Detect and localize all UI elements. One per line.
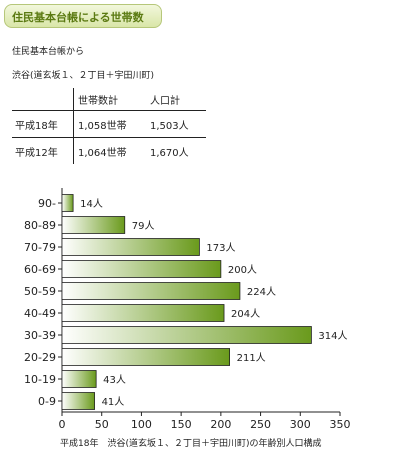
x-tick-label: 0 [59, 418, 66, 431]
area-text: 渋谷(道玄坂１、２丁目＋宇田川町) [12, 71, 155, 81]
bar [61, 282, 241, 300]
x-tick-label: 350 [330, 418, 351, 431]
x-tick-label: 150 [171, 418, 192, 431]
bar [61, 370, 97, 388]
table-cell-population: 1,670人 [146, 137, 206, 164]
bar [61, 304, 225, 322]
table-cell-population: 1,503人 [146, 110, 206, 138]
bar [61, 238, 200, 256]
category-label: 10-19 [24, 373, 56, 386]
table-cell-households: 1,064世帯 [73, 137, 146, 164]
age-population-bar-chart: 0 50 100 150 200 250 300 350 90- 14人 80-89 79人 70-79… [24, 188, 351, 431]
table-header-cell [12, 88, 74, 111]
table-row: 平成18年 1,058世帯 1,503人 [12, 110, 206, 138]
category-label: 70-79 [24, 241, 56, 254]
table-row: 平成12年 1,064世帯 1,670人 [12, 137, 206, 164]
bar-data-label: 224人 [247, 286, 276, 298]
title-badge: 住民基本台帳による世帯数 [4, 4, 162, 28]
table-cell-year: 平成12年 [12, 137, 74, 164]
x-tick-label: 250 [250, 418, 271, 431]
x-tick-label: 50 [95, 418, 109, 431]
bar [61, 348, 230, 366]
table-cell-year: 平成18年 [12, 110, 74, 138]
bar-data-label: 14人 [80, 198, 103, 210]
chart-caption: 平成18年 渋谷(道玄坂１、２丁目＋宇田川町)の年齢別人口構成 [60, 439, 322, 449]
bar [61, 216, 126, 234]
bar-data-label: 200人 [228, 264, 257, 276]
x-tick-label: 200 [210, 418, 231, 431]
x-tick-label: 100 [131, 418, 152, 431]
bar-data-label: 41人 [102, 396, 125, 408]
category-label: 50-59 [24, 285, 56, 298]
category-label: 80-89 [24, 219, 56, 232]
table-cell-households: 1,058世帯 [73, 110, 146, 138]
table-header-population: 人口計 [150, 95, 180, 107]
category-label: 0-9 [38, 395, 56, 408]
table-header-households: 世帯数計 [78, 95, 118, 107]
bar [61, 260, 222, 278]
source-text: 住民基本台帳から [12, 47, 85, 57]
x-tick-label: 300 [290, 418, 311, 431]
bar [61, 326, 312, 344]
category-label: 20-29 [24, 351, 56, 364]
bar-data-label: 173人 [206, 242, 235, 254]
category-label: 30-39 [24, 329, 56, 342]
bar-data-label: 314人 [318, 330, 347, 342]
bar-data-label: 211人 [237, 352, 266, 364]
category-label: 40-49 [24, 307, 56, 320]
bar [61, 392, 95, 410]
category-label: 90- [38, 197, 56, 210]
bar-data-label: 79人 [132, 220, 155, 232]
bar-data-label: 43人 [103, 374, 126, 386]
bar-data-label: 204人 [231, 308, 260, 320]
bar [61, 194, 74, 212]
table-header-row: 世帯数計 人口計 [12, 88, 206, 111]
category-label: 60-69 [24, 263, 56, 276]
page-title: 住民基本台帳による世帯数 [12, 11, 144, 24]
summary-table: 世帯数計 人口計 平成18年 1,058世帯 1,503人 平成12年 1,06… [12, 88, 206, 164]
